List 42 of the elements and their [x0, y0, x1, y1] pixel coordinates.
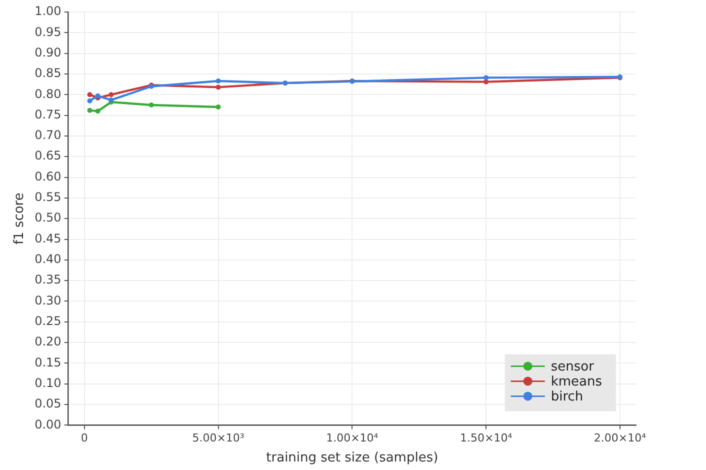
- y-tick-label: 0.65: [34, 148, 62, 163]
- x-tick-label: 0: [80, 432, 88, 445]
- point: [95, 108, 100, 114]
- point: [216, 104, 221, 110]
- x-tick-label: 5.00×10³: [192, 432, 244, 445]
- y-tick-label: 0.50: [34, 210, 62, 225]
- x-tick-label: 1.00×10⁴: [326, 432, 379, 445]
- x-axis-title: training set size (samples): [266, 450, 438, 466]
- legend-label: birch: [550, 390, 584, 405]
- y-axis-title: f1 score: [12, 192, 28, 245]
- y-tick-label: 0.85: [34, 66, 62, 80]
- y-tick-label: 0.60: [34, 169, 62, 184]
- x-tick-label: 2.00×10⁴: [594, 432, 647, 445]
- y-tick-label: 0.40: [34, 252, 62, 266]
- y-tick-label: 0.30: [34, 293, 62, 308]
- y-tick-label: 0.10: [34, 376, 62, 390]
- point: [216, 78, 221, 84]
- legend-label: sensor: [550, 360, 595, 375]
- point: [87, 98, 92, 104]
- point: [148, 102, 154, 108]
- y-tick-label: 0.45: [34, 231, 62, 246]
- x-tick-label: 1.50×10⁴: [460, 432, 513, 445]
- point: [87, 108, 92, 113]
- y-tick-label: 0.75: [34, 107, 62, 122]
- point: [108, 92, 114, 98]
- y-tick-label: 0.25: [34, 314, 62, 328]
- y-tick-label: 0.00: [34, 417, 62, 432]
- legend-label: kmeans: [550, 374, 602, 390]
- y-tick-label: 0.95: [34, 24, 62, 39]
- y-tick-label: 0.05: [34, 396, 62, 411]
- point: [484, 79, 489, 84]
- y-tick-label: 0.55: [34, 190, 62, 204]
- y-tick-label: 0.90: [34, 45, 62, 60]
- y-tick-label: 0.35: [34, 272, 62, 287]
- y-tick-label: 0.70: [34, 128, 62, 142]
- y-tick-label: 0.80: [34, 86, 62, 101]
- y-tick-label: 0.20: [34, 334, 62, 349]
- point: [87, 92, 92, 98]
- point: [216, 84, 221, 90]
- point: [484, 75, 489, 80]
- y-tick-label: 1.00: [34, 4, 62, 18]
- y-tick-label: 0.15: [34, 355, 62, 370]
